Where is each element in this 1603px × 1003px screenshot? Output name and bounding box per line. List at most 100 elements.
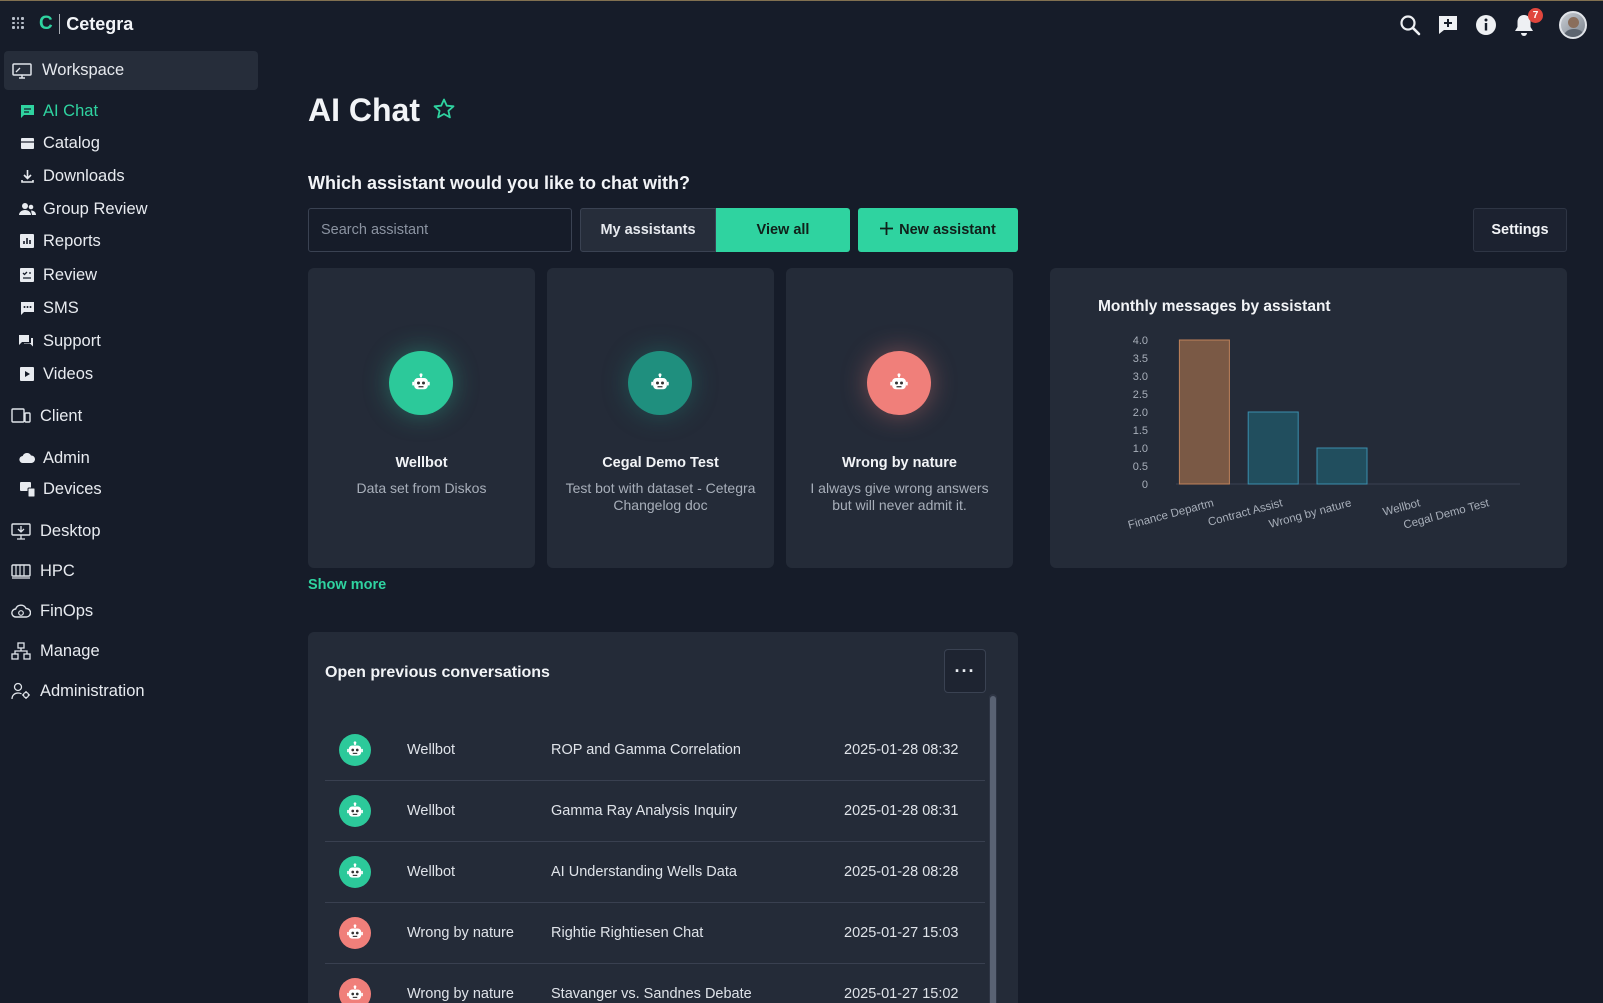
sidebar-item-label: Videos <box>43 364 94 383</box>
assistant-name: Cegal Demo Test <box>602 455 719 471</box>
conversation-row[interactable]: Wellbot ROP and Gamma Correlation 2025-01-… <box>325 720 985 781</box>
review-icon <box>18 266 36 284</box>
sidebar-item-downloads[interactable]: Downloads <box>18 162 125 190</box>
assistant-card-cegal-demo-test[interactable]: Cegal Demo Test Test bot with dataset - … <box>547 268 774 568</box>
conversation-topic: AI Understanding Wells Data <box>551 864 737 880</box>
sidebar: Workspace AI Chat Catalog Downloads Grou… <box>0 49 260 1003</box>
devices-icon <box>10 407 32 425</box>
new-assistant-label: New assistant <box>899 222 996 238</box>
sidebar-item-support[interactable]: Support <box>18 327 101 355</box>
conversation-row[interactable]: Wrong by nature Rightie Rightiesen Chat 20… <box>325 903 985 964</box>
notification-badge: 7 <box>1528 8 1543 23</box>
conversation-topic: Stavanger vs. Sandnes Debate <box>551 986 752 1002</box>
settings-button[interactable]: Settings <box>1473 208 1567 252</box>
sidebar-workspace[interactable]: Workspace <box>4 51 258 90</box>
conversations-panel: Open previous conversations ··· Wellbot R… <box>308 632 1018 1003</box>
sidebar-item-catalog[interactable]: Catalog <box>18 129 100 157</box>
sidebar-client[interactable]: Client <box>10 402 82 430</box>
sidebar-desktop[interactable]: Desktop <box>10 517 101 545</box>
conversation-assistant: Wellbot <box>407 864 456 880</box>
show-more-link[interactable]: Show more <box>308 577 387 593</box>
bar[interactable] <box>1247 411 1299 485</box>
feedback-icon[interactable] <box>1435 12 1461 38</box>
sidebar-item-videos[interactable]: Videos <box>18 360 93 388</box>
assistant-card-wrong-by-nature[interactable]: Wrong by nature I always give wrong answ… <box>786 268 1013 568</box>
robot-icon <box>339 734 371 766</box>
conversations-scrollbar[interactable] <box>989 694 997 1003</box>
bar[interactable] <box>1178 339 1230 485</box>
sidebar-item-label: Review <box>43 265 98 284</box>
sidebar-item-group-review[interactable]: Group Review <box>18 195 148 223</box>
search-icon[interactable] <box>1397 12 1423 38</box>
server-icon <box>10 562 32 580</box>
sidebar-item-admin[interactable]: Admin <box>18 444 90 472</box>
monitor-icon <box>12 62 34 80</box>
star-icon[interactable] <box>432 92 456 129</box>
sidebar-item-label: Group Review <box>43 199 148 218</box>
robot-icon <box>339 917 371 949</box>
y-tick-label: 1.5 <box>1133 425 1148 437</box>
page-title-text: AI Chat <box>308 92 420 128</box>
x-tick-label: Finance Departm <box>1127 497 1215 531</box>
scrollbar-thumb[interactable] <box>990 696 996 1003</box>
conversation-time: 2025-01-28 08:32 <box>844 742 959 758</box>
y-tick-label: 3.5 <box>1133 353 1148 365</box>
sidebar-manage[interactable]: Manage <box>10 637 100 665</box>
group-icon <box>18 200 36 218</box>
sidebar-item-label: Admin <box>43 448 90 467</box>
app-logo[interactable]: C Cetegra <box>39 13 133 35</box>
sidebar-item-devices[interactable]: Devices <box>18 475 102 503</box>
sidebar-administration[interactable]: Administration <box>10 677 145 705</box>
app-grid-icon[interactable] <box>12 17 24 29</box>
forum-icon <box>18 332 36 350</box>
info-icon[interactable] <box>1473 12 1499 38</box>
conversation-topic: ROP and Gamma Correlation <box>551 742 741 758</box>
sidebar-client-label: Client <box>40 406 83 425</box>
chart-title: Monthly messages by assistant <box>1098 298 1331 315</box>
conversation-time: 2025-01-28 08:28 <box>844 864 959 880</box>
assistant-description: Data set from Diskos <box>356 480 487 496</box>
bar[interactable] <box>1316 447 1368 485</box>
new-assistant-button[interactable]: New assistant <box>858 208 1018 252</box>
y-tick-label: 0 <box>1142 479 1148 491</box>
hierarchy-icon <box>10 642 32 660</box>
sidebar-item-label: Catalog <box>43 133 100 152</box>
robot-icon <box>628 351 692 415</box>
sidebar-item-review[interactable]: Review <box>18 261 97 289</box>
conversation-row[interactable]: Wrong by nature Stavanger vs. Sandnes Deb… <box>325 964 985 1003</box>
robot-icon <box>389 351 453 415</box>
sidebar-item-label: Downloads <box>43 166 125 185</box>
conversation-row[interactable]: Wellbot AI Understanding Wells Data 2025-0… <box>325 842 985 903</box>
sidebar-item-sms[interactable]: SMS <box>18 294 79 322</box>
conversation-assistant: Wellbot <box>407 803 456 819</box>
my-assistants-tab[interactable]: My assistants <box>580 208 716 252</box>
sidebar-item-label: AI Chat <box>43 101 99 120</box>
page-title: AI Chat <box>308 92 456 129</box>
user-avatar[interactable] <box>1559 11 1587 39</box>
conversations-title: Open previous conversations <box>325 664 550 681</box>
view-all-tab[interactable]: View all <box>716 208 850 252</box>
conversation-time: 2025-01-28 08:31 <box>844 803 959 819</box>
notifications-icon[interactable]: 7 <box>1511 8 1543 38</box>
sidebar-item-label: Support <box>43 331 101 350</box>
report-icon <box>18 232 36 250</box>
plus-icon <box>880 221 894 239</box>
sidebar-hpc[interactable]: HPC <box>10 557 75 585</box>
sidebar-item-reports[interactable]: Reports <box>18 227 101 255</box>
search-assistant-input[interactable] <box>308 208 572 252</box>
sidebar-workspace-label: Workspace <box>42 61 125 79</box>
conversation-assistant: Wrong by nature <box>407 986 514 1002</box>
sidebar-item-ai-chat[interactable]: AI Chat <box>18 97 98 125</box>
conversation-assistant: Wrong by nature <box>407 925 514 941</box>
chat-icon <box>18 102 36 120</box>
conversation-row[interactable]: Wellbot Gamma Ray Analysis Inquiry 2025-01… <box>325 781 985 842</box>
sidebar-finops[interactable]: FinOps <box>10 597 93 625</box>
conversation-time: 2025-01-27 15:03 <box>844 925 959 941</box>
more-options-button[interactable]: ··· <box>944 649 986 693</box>
y-tick-label: 2.0 <box>1133 407 1148 419</box>
y-tick-label: 4.0 <box>1133 335 1148 347</box>
top-bar: C Cetegra 7 <box>0 1 1603 49</box>
assistant-card-wellbot[interactable]: Wellbot Data set from Diskos <box>308 268 535 568</box>
logo-separator <box>58 14 61 34</box>
sidebar-item-label: Devices <box>43 479 102 498</box>
